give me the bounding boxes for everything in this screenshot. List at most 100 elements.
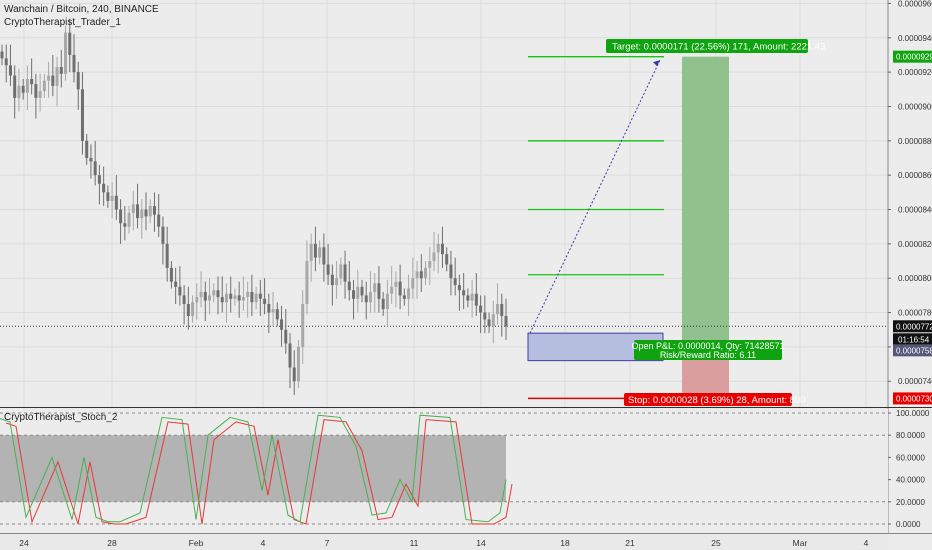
target-label: Target: 0.0000171 (22.56%) 171, Amount: … [612, 42, 825, 53]
candle-body [152, 206, 156, 215]
projection-arrowhead [653, 60, 660, 67]
candle-body [8, 65, 12, 76]
candle-body [394, 281, 398, 287]
candle-body [224, 293, 228, 303]
candle-body [233, 295, 237, 299]
candle-body [13, 75, 17, 98]
time-tick-label: 28 [107, 538, 117, 548]
candle-body [250, 291, 254, 303]
candle-body [17, 85, 21, 98]
candle-body [106, 192, 110, 201]
candle-body [296, 346, 300, 382]
candle-body [165, 243, 169, 268]
candle-body [59, 66, 63, 74]
candle-body [157, 214, 161, 227]
candle-body [93, 161, 97, 176]
candle-body [144, 209, 148, 217]
indicator-label: CryptoTherapist_Trader_1 [4, 17, 121, 28]
candle-body [364, 295, 368, 303]
candle-body [97, 175, 101, 184]
candle-body [352, 290, 356, 299]
time-tick-label: 24 [19, 538, 29, 548]
candle-body [208, 295, 212, 301]
candle-body [102, 183, 106, 193]
candle-body [42, 80, 46, 92]
candle-body [229, 293, 233, 299]
candle-body [191, 302, 195, 316]
entry-price-tag [893, 344, 932, 357]
time-tick-label: Mar [793, 538, 808, 548]
candle-body [474, 293, 478, 306]
candle-body [479, 305, 483, 313]
stoch-tick-label: 80.0000 [896, 431, 925, 440]
time-tick-label: 11 [410, 538, 419, 548]
candle-body [123, 223, 127, 227]
candle-body [402, 295, 406, 299]
time-tick-label: 7 [325, 538, 330, 548]
candle-body [440, 243, 444, 255]
time-tick-label: 18 [560, 538, 570, 548]
candle-body [199, 291, 203, 298]
candle-body [432, 252, 436, 262]
candle-body [419, 271, 423, 279]
candle-body [504, 315, 508, 327]
time-tick-label: 25 [711, 538, 721, 548]
stoch-title: CryptoTherapist_Stoch_2 [4, 412, 118, 423]
candle-body [161, 226, 165, 244]
candle-body [127, 212, 131, 227]
time-tick-label: 4 [864, 538, 869, 548]
candle-body [38, 91, 42, 98]
candle-body [330, 274, 334, 286]
candle-body [25, 78, 29, 93]
candle-body [148, 206, 152, 217]
candle-body [216, 290, 220, 298]
main-pane [0, 0, 888, 407]
candle-body [254, 293, 258, 303]
target-price-tag-text: 0.0000929 [896, 53, 932, 62]
stop-label-bg [624, 393, 792, 406]
candle-body [4, 58, 8, 66]
candle-body [424, 267, 428, 279]
candle-body [335, 278, 339, 286]
candle-body [398, 281, 402, 296]
target-price-tag [893, 50, 932, 63]
chart-title: Wanchain / Bitcoin, 240, BINANCE [4, 4, 159, 15]
candle-body [449, 264, 453, 279]
stop-price-tag-text: 0.0000730 [896, 394, 932, 403]
target-zone [682, 56, 729, 351]
candle-body [491, 314, 495, 327]
entry-price-tag-text: 0.0000758 [896, 346, 932, 355]
candle-body [89, 157, 93, 162]
candle-body [368, 291, 372, 303]
current-price-tag [893, 320, 932, 333]
candle-body [271, 309, 275, 313]
pnl-label-bg [634, 340, 782, 360]
candle-body [347, 281, 351, 291]
candle-body [356, 286, 360, 299]
candle-body [47, 75, 51, 81]
stoch-tick-label: 100.0000 [896, 409, 930, 418]
candle-body [140, 209, 144, 219]
candle-body [436, 243, 440, 253]
candle-body [0, 51, 4, 59]
current-price-tag-text: 0.0000772 [896, 322, 932, 331]
stoch-k-line [0, 414, 507, 523]
candle-body [114, 195, 118, 210]
candle-body [169, 267, 173, 282]
stoch-d-line [5, 419, 513, 525]
candle-body [174, 281, 178, 287]
price-axis-bg [888, 0, 932, 550]
candle-body [487, 319, 491, 327]
candle-body [284, 329, 288, 344]
candle-body [246, 291, 250, 298]
candle-body [496, 303, 500, 315]
candle-body [466, 295, 470, 301]
stoch-tick-label: 60.0000 [896, 453, 925, 462]
